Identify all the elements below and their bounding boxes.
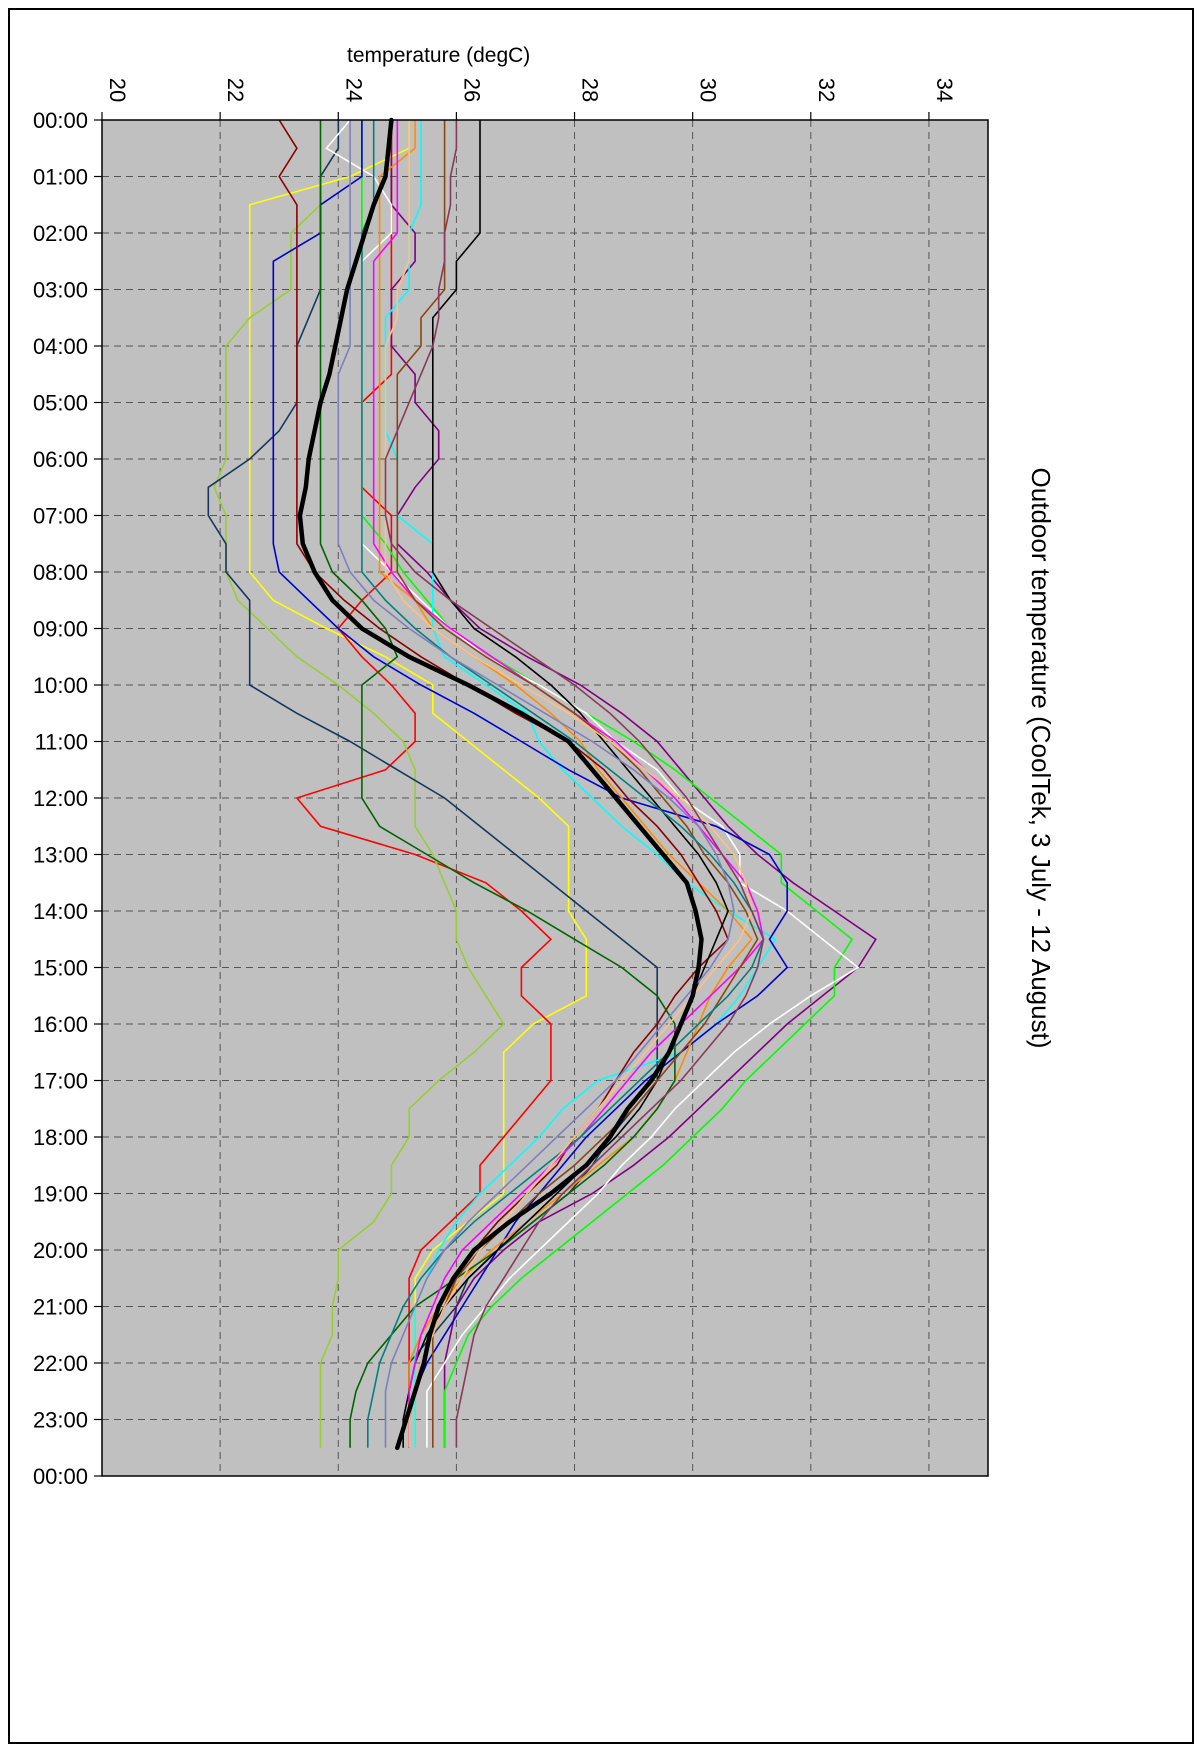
series-line <box>372 120 765 1448</box>
y-tick-label: 19:00 <box>33 1182 88 1207</box>
series-line <box>272 120 789 1448</box>
series-line <box>361 120 765 1448</box>
y-tick-label: 20:00 <box>33 1238 88 1263</box>
y-tick-label: 10:00 <box>33 673 88 698</box>
ticks: 20 22 24 26 28 30 32 34 00:00 01:00 02:00 03:00 04:0… <box>33 78 957 1489</box>
y-tick-label: 12:00 <box>33 786 88 811</box>
y-tick-label: 17:00 <box>33 1069 88 1094</box>
x-tick-label: 28 <box>578 78 603 102</box>
series-line <box>384 120 765 1448</box>
x-tick-label: 30 <box>696 78 721 102</box>
x-tick-label: 24 <box>341 78 366 102</box>
mean-series-line <box>297 117 704 1451</box>
y-tick-label: 21:00 <box>33 1295 88 1320</box>
chart: 20 22 24 26 28 30 32 34 00:00 01:00 02:00 03:00 04:0… <box>33 44 1056 1489</box>
series-line <box>248 120 588 1448</box>
series-line <box>402 120 729 1448</box>
y-tick-label: 16:00 <box>33 1012 88 1037</box>
y-tick-label: 00:00 <box>33 108 88 133</box>
y-tick-label: 23:00 <box>33 1408 88 1433</box>
series-line <box>337 120 735 1448</box>
y-tick-label: 09:00 <box>33 617 88 642</box>
series-line <box>384 120 753 1448</box>
x-tick-label: 32 <box>814 78 839 102</box>
x-tick-label: 20 <box>105 78 130 102</box>
y-tick-label: 15:00 <box>33 956 88 981</box>
y-tick-label: 04:00 <box>33 334 88 359</box>
series-line <box>213 120 505 1448</box>
y-tick-label: 14:00 <box>33 899 88 924</box>
y-tick-label: 03:00 <box>33 278 88 303</box>
x-tick-label: 26 <box>459 78 484 102</box>
y-tick-label: 02:00 <box>33 221 88 246</box>
y-tick-label: 01:00 <box>33 165 88 190</box>
series-layer <box>207 117 877 1451</box>
y-tick-label: 00:00 <box>33 1464 88 1489</box>
series-line <box>319 120 676 1448</box>
y-tick-label: 05:00 <box>33 391 88 416</box>
chart-frame: 20 22 24 26 28 30 32 34 00:00 01:00 02:00 03:00 04:0… <box>8 8 1194 1744</box>
y-tick-label: 06:00 <box>33 447 88 472</box>
y-tick-label: 18:00 <box>33 1125 88 1150</box>
x-tick-label: 22 <box>223 78 248 102</box>
y-tick-label: 11:00 <box>35 730 88 755</box>
y-tick-label: 22:00 <box>33 1351 88 1376</box>
chart-title: Outdoor temperature (CoolTek, 3 July - 1… <box>1026 468 1056 1049</box>
series-line <box>384 120 777 1448</box>
y-tick-label: 08:00 <box>33 560 88 585</box>
series-line <box>278 119 730 1448</box>
y-tick-label: 13:00 <box>33 843 88 868</box>
x-tick-label: 34 <box>932 78 957 102</box>
x-axis-label: temperature (degC) <box>347 44 530 67</box>
y-tick-label: 07:00 <box>33 504 88 529</box>
